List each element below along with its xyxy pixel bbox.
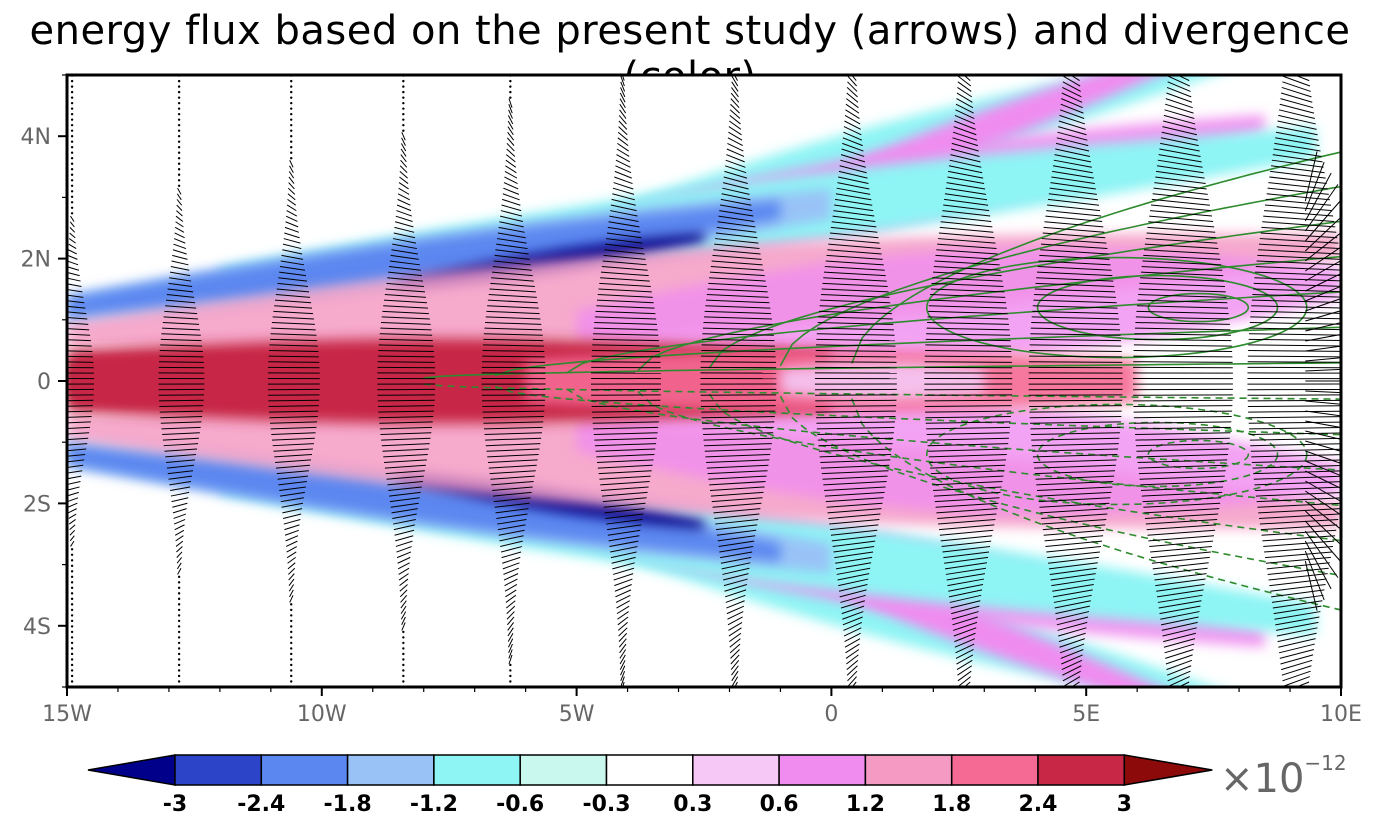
- arrow-column: [377, 75, 436, 687]
- colorbar-arrow-max: [1123, 754, 1213, 786]
- arrow-column: [158, 75, 205, 687]
- arrow-column: [267, 75, 320, 687]
- colorbar-label: -3: [163, 792, 187, 817]
- band-blue-north: [67, 200, 781, 317]
- contour-positive-3: [637, 255, 1341, 372]
- x-tick-label: 15W: [42, 702, 92, 727]
- arrow-column: [481, 75, 546, 687]
- colorbar-label: -1.8: [324, 792, 372, 817]
- y-axis: 4N 2N 0 2S 4S: [21, 74, 67, 688]
- colorbar-label: -2.4: [237, 792, 285, 817]
- colorbar-swatch: [864, 754, 953, 786]
- scale-exponent: −12: [1304, 751, 1346, 775]
- arrow-column: [1132, 75, 1233, 687]
- arrow-column: [67, 75, 95, 687]
- arrow-fan-east: [1304, 151, 1341, 611]
- colorbar-label: 1.2: [846, 792, 885, 817]
- x-axis: 15W 10W 5W 0 5E 10E: [42, 687, 1362, 727]
- contour-positive-4: [708, 220, 1341, 369]
- colorbar-swatch: [778, 754, 867, 786]
- divergence-field: [67, 75, 1341, 687]
- contour-cell-1-0: [1147, 439, 1250, 470]
- scale-base: ×10: [1220, 756, 1304, 802]
- x-tick-label: 10E: [1320, 702, 1362, 727]
- arrow-column: [700, 75, 777, 687]
- y-tick-label: 2N: [21, 248, 51, 273]
- colorbar-label: 2.4: [1019, 792, 1058, 817]
- colorbar-swatch: [260, 754, 349, 786]
- arrow-column: [1247, 75, 1341, 687]
- colorbar-label: -0.3: [582, 792, 630, 817]
- colorbar-swatch: [433, 754, 521, 786]
- band-blue-south: [67, 445, 781, 562]
- colorbar-label: 0.6: [760, 792, 799, 817]
- colorbar-swatch: [346, 754, 435, 786]
- contour-cell-1-2: [925, 403, 1308, 506]
- colorbar: -3 -2.4 -1.8 -1.2 -0.6 -0.3 0.3 0.6 1.2 1.8 2.4 3: [87, 754, 1213, 817]
- band-lightpink-core: [780, 362, 985, 400]
- x-tick-label: 5E: [1072, 702, 1100, 727]
- y-tick-label: 4N: [21, 125, 51, 150]
- arrow-column: [590, 75, 661, 687]
- x-tick-label: 10W: [297, 702, 347, 727]
- contour-negative-1: [494, 385, 1341, 436]
- colorbar-swatch: [950, 754, 1039, 786]
- colorbar-label: 3: [1117, 792, 1132, 817]
- y-tick-label: 4S: [23, 615, 51, 640]
- colorbar-swatch: [519, 754, 608, 786]
- colorbar-label: -1.2: [410, 792, 458, 817]
- arrow-column: [1028, 75, 1123, 687]
- x-tick-label: 0: [824, 702, 838, 727]
- arrow-column: [924, 75, 1013, 687]
- arrow-column: [814, 75, 897, 687]
- contour-cell-0-0: [1147, 292, 1250, 323]
- colorbar-swatch: [1037, 754, 1126, 786]
- y-tick-label: 2S: [23, 492, 51, 517]
- colorbar-scale-label: ×10−12: [1220, 751, 1347, 802]
- colorbar-swatch: [174, 754, 263, 786]
- colorbar-label: 1.8: [932, 792, 971, 817]
- y-tick-label: 0: [37, 370, 51, 395]
- energy-flux-arrows: [67, 75, 1341, 687]
- colorbar-label: -0.6: [496, 792, 544, 817]
- x-tick-label: 5W: [559, 702, 595, 727]
- colorbar-label: 0.3: [673, 792, 712, 817]
- colorbar-swatch: [692, 754, 780, 786]
- contour-cell-1-1: [1036, 421, 1279, 488]
- colorbar-arrow-min: [87, 754, 176, 786]
- colorbar-swatch: [605, 754, 694, 786]
- contour-positive-1: [494, 326, 1341, 377]
- contour-negative-4: [708, 393, 1341, 542]
